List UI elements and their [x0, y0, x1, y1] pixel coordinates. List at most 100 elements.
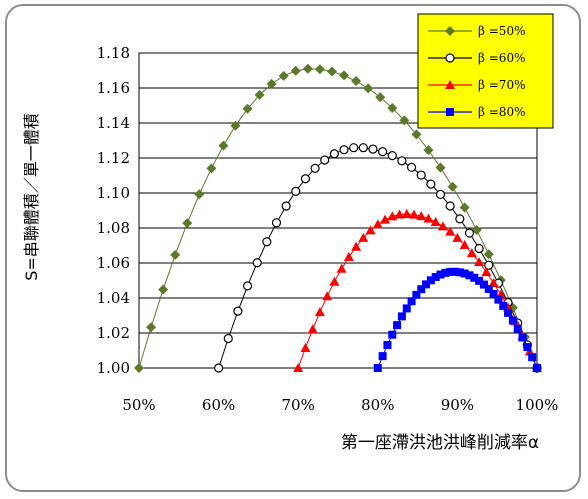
data-point: [447, 181, 458, 192]
data-point: [368, 144, 378, 154]
data-point: [508, 316, 517, 325]
data-point: [252, 258, 262, 268]
data-point: [349, 143, 359, 153]
data-point: [441, 268, 450, 277]
data-point: [399, 115, 410, 126]
data-point: [423, 145, 434, 156]
data-point: [528, 353, 537, 362]
data-point: [351, 241, 362, 251]
legend-item: β =70%: [428, 78, 525, 92]
x-tick-label: 100%: [516, 396, 559, 414]
y-tick-label: 1.00: [97, 359, 130, 377]
data-point: [426, 179, 436, 189]
y-tick-label: 1.10: [97, 184, 130, 202]
data-point: [194, 189, 205, 200]
data-point: [339, 145, 349, 155]
data-point: [134, 363, 144, 373]
data-point: [365, 225, 376, 235]
y-axis-label: S=串聯體積／單一體積: [22, 113, 41, 281]
data-point: [300, 174, 311, 184]
data-point: [445, 226, 456, 236]
data-point: [437, 221, 448, 231]
data-point: [358, 232, 369, 242]
data-point: [417, 285, 426, 294]
data-point: [460, 269, 469, 278]
data-point: [489, 289, 498, 298]
data-point: [452, 232, 463, 242]
series-1: [134, 63, 542, 373]
data-point: [455, 214, 465, 224]
data-point: [431, 273, 440, 282]
data-point: [158, 284, 169, 295]
data-point: [518, 333, 527, 342]
data-point: [407, 297, 416, 306]
data-point: [242, 281, 253, 291]
data-point: [484, 284, 493, 293]
legend-marker: [445, 53, 455, 63]
series-line: [297, 213, 538, 369]
data-point: [387, 102, 398, 113]
data-point: [351, 76, 362, 87]
x-tick-label: 50%: [122, 396, 155, 414]
data-point: [504, 308, 513, 317]
y-tick-label: 1.16: [97, 79, 130, 97]
data-point: [446, 267, 455, 276]
legend-marker: [446, 108, 454, 116]
data-point: [300, 342, 311, 352]
data-point: [450, 267, 459, 276]
data-point: [499, 301, 508, 310]
data-point: [459, 202, 470, 213]
legend-marker: [445, 80, 455, 89]
legend: β =50% β =60% β =70% β =80%: [417, 13, 554, 129]
data-point: [206, 163, 217, 174]
data-point: [290, 65, 301, 76]
x-tick-label: 70%: [282, 396, 315, 414]
legend-item: β =80%: [428, 105, 525, 119]
data-point: [435, 162, 446, 173]
data-point: [402, 304, 411, 313]
data-point: [314, 64, 325, 75]
data-point: [470, 273, 479, 282]
data-point: [380, 214, 391, 224]
x-axis-ticks: 50% 60% 70% 80% 90% 100%: [122, 396, 558, 414]
data-point: [339, 70, 350, 81]
data-point: [373, 364, 382, 372]
x-tick-label: 90%: [441, 396, 474, 414]
data-point: [182, 218, 193, 229]
data-point: [383, 341, 392, 350]
legend-item: β =50%: [428, 24, 525, 38]
data-point: [481, 267, 492, 277]
data-point: [411, 129, 422, 140]
data-point: [412, 290, 421, 299]
data-point: [320, 155, 330, 165]
data-point: [375, 92, 386, 103]
data-point: [475, 276, 484, 285]
data-point: [445, 201, 455, 211]
data-point: [430, 217, 441, 227]
data-point: [466, 248, 477, 258]
data-point: [388, 330, 397, 339]
data-point: [372, 219, 383, 229]
data-point: [291, 186, 301, 196]
x-tick-label: 60%: [202, 396, 235, 414]
data-point: [307, 324, 318, 334]
data-point: [302, 63, 313, 74]
data-point: [230, 120, 241, 131]
data-point: [455, 268, 464, 277]
y-tick-label: 1.02: [97, 324, 130, 342]
data-point: [474, 243, 484, 254]
data-point: [484, 260, 494, 270]
x-axis-label: 第一座滯洪池洪峰削減率α: [341, 433, 539, 453]
series-layer: [134, 63, 542, 373]
data-point: [464, 228, 475, 238]
legend-label: β =80%: [478, 105, 525, 119]
legend-item: β =60%: [428, 51, 525, 65]
data-point: [326, 66, 337, 77]
data-point: [266, 78, 277, 89]
legend-box: [417, 13, 554, 129]
y-tick-label: 1.04: [97, 289, 130, 307]
series-4: [373, 267, 541, 372]
data-point: [363, 83, 374, 94]
data-point: [397, 156, 407, 166]
